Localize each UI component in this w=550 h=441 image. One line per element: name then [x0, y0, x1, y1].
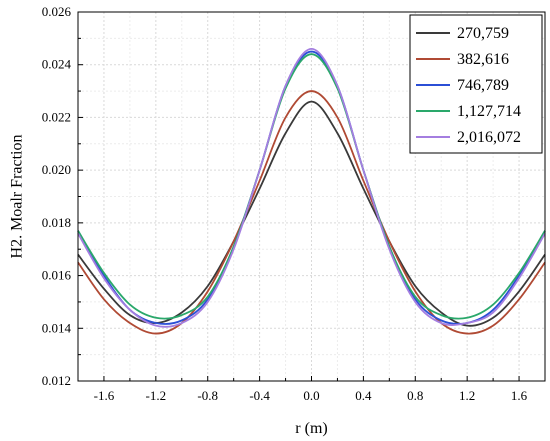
legend-label: 746,789 [457, 77, 509, 94]
series-line-5 [77, 48, 546, 328]
x-tick-label: -1.6 [94, 388, 115, 403]
x-tick-label: 0.4 [355, 388, 372, 403]
y-tick-label: 0.012 [42, 373, 71, 388]
legend-label: 270,759 [457, 25, 509, 42]
x-tick-label: 0.0 [303, 388, 319, 403]
y-tick-label: 0.024 [42, 57, 72, 72]
x-tick-label: -1.2 [146, 388, 167, 403]
series-line-4 [77, 53, 546, 320]
y-tick-label: 0.022 [42, 109, 71, 124]
legend-label: 2,016,072 [457, 129, 521, 146]
legend-label: 1,127,714 [457, 103, 521, 120]
series-line-2 [77, 90, 546, 335]
x-tick-label: 1.6 [511, 388, 528, 403]
y-tick-label: 0.018 [42, 215, 71, 230]
y-tick-label: 0.014 [42, 320, 72, 335]
y-tick-label: 0.016 [42, 268, 72, 283]
x-tick-label: 1.2 [459, 388, 475, 403]
y-tick-label: 0.026 [42, 4, 72, 19]
legend-label: 382,616 [457, 51, 509, 68]
x-tick-label: 0.8 [407, 388, 423, 403]
series-layer [77, 48, 546, 335]
legend: 270,759 382,616 746,789 1,127,714 2,016,072 [409, 14, 543, 154]
x-tick-label: -0.8 [197, 388, 218, 403]
y-axis-title: H2. Moalr Fraction [9, 135, 26, 259]
x-tick-label: -0.4 [249, 388, 270, 403]
y-tick-label: 0.020 [42, 162, 71, 177]
x-axis-title: r (m) [295, 420, 327, 437]
axis-ticks: -1.6 -1.2 -0.8 -0.4 0.0 0.4 0.8 1.2 1.6 0.012 0.01… [42, 4, 546, 403]
